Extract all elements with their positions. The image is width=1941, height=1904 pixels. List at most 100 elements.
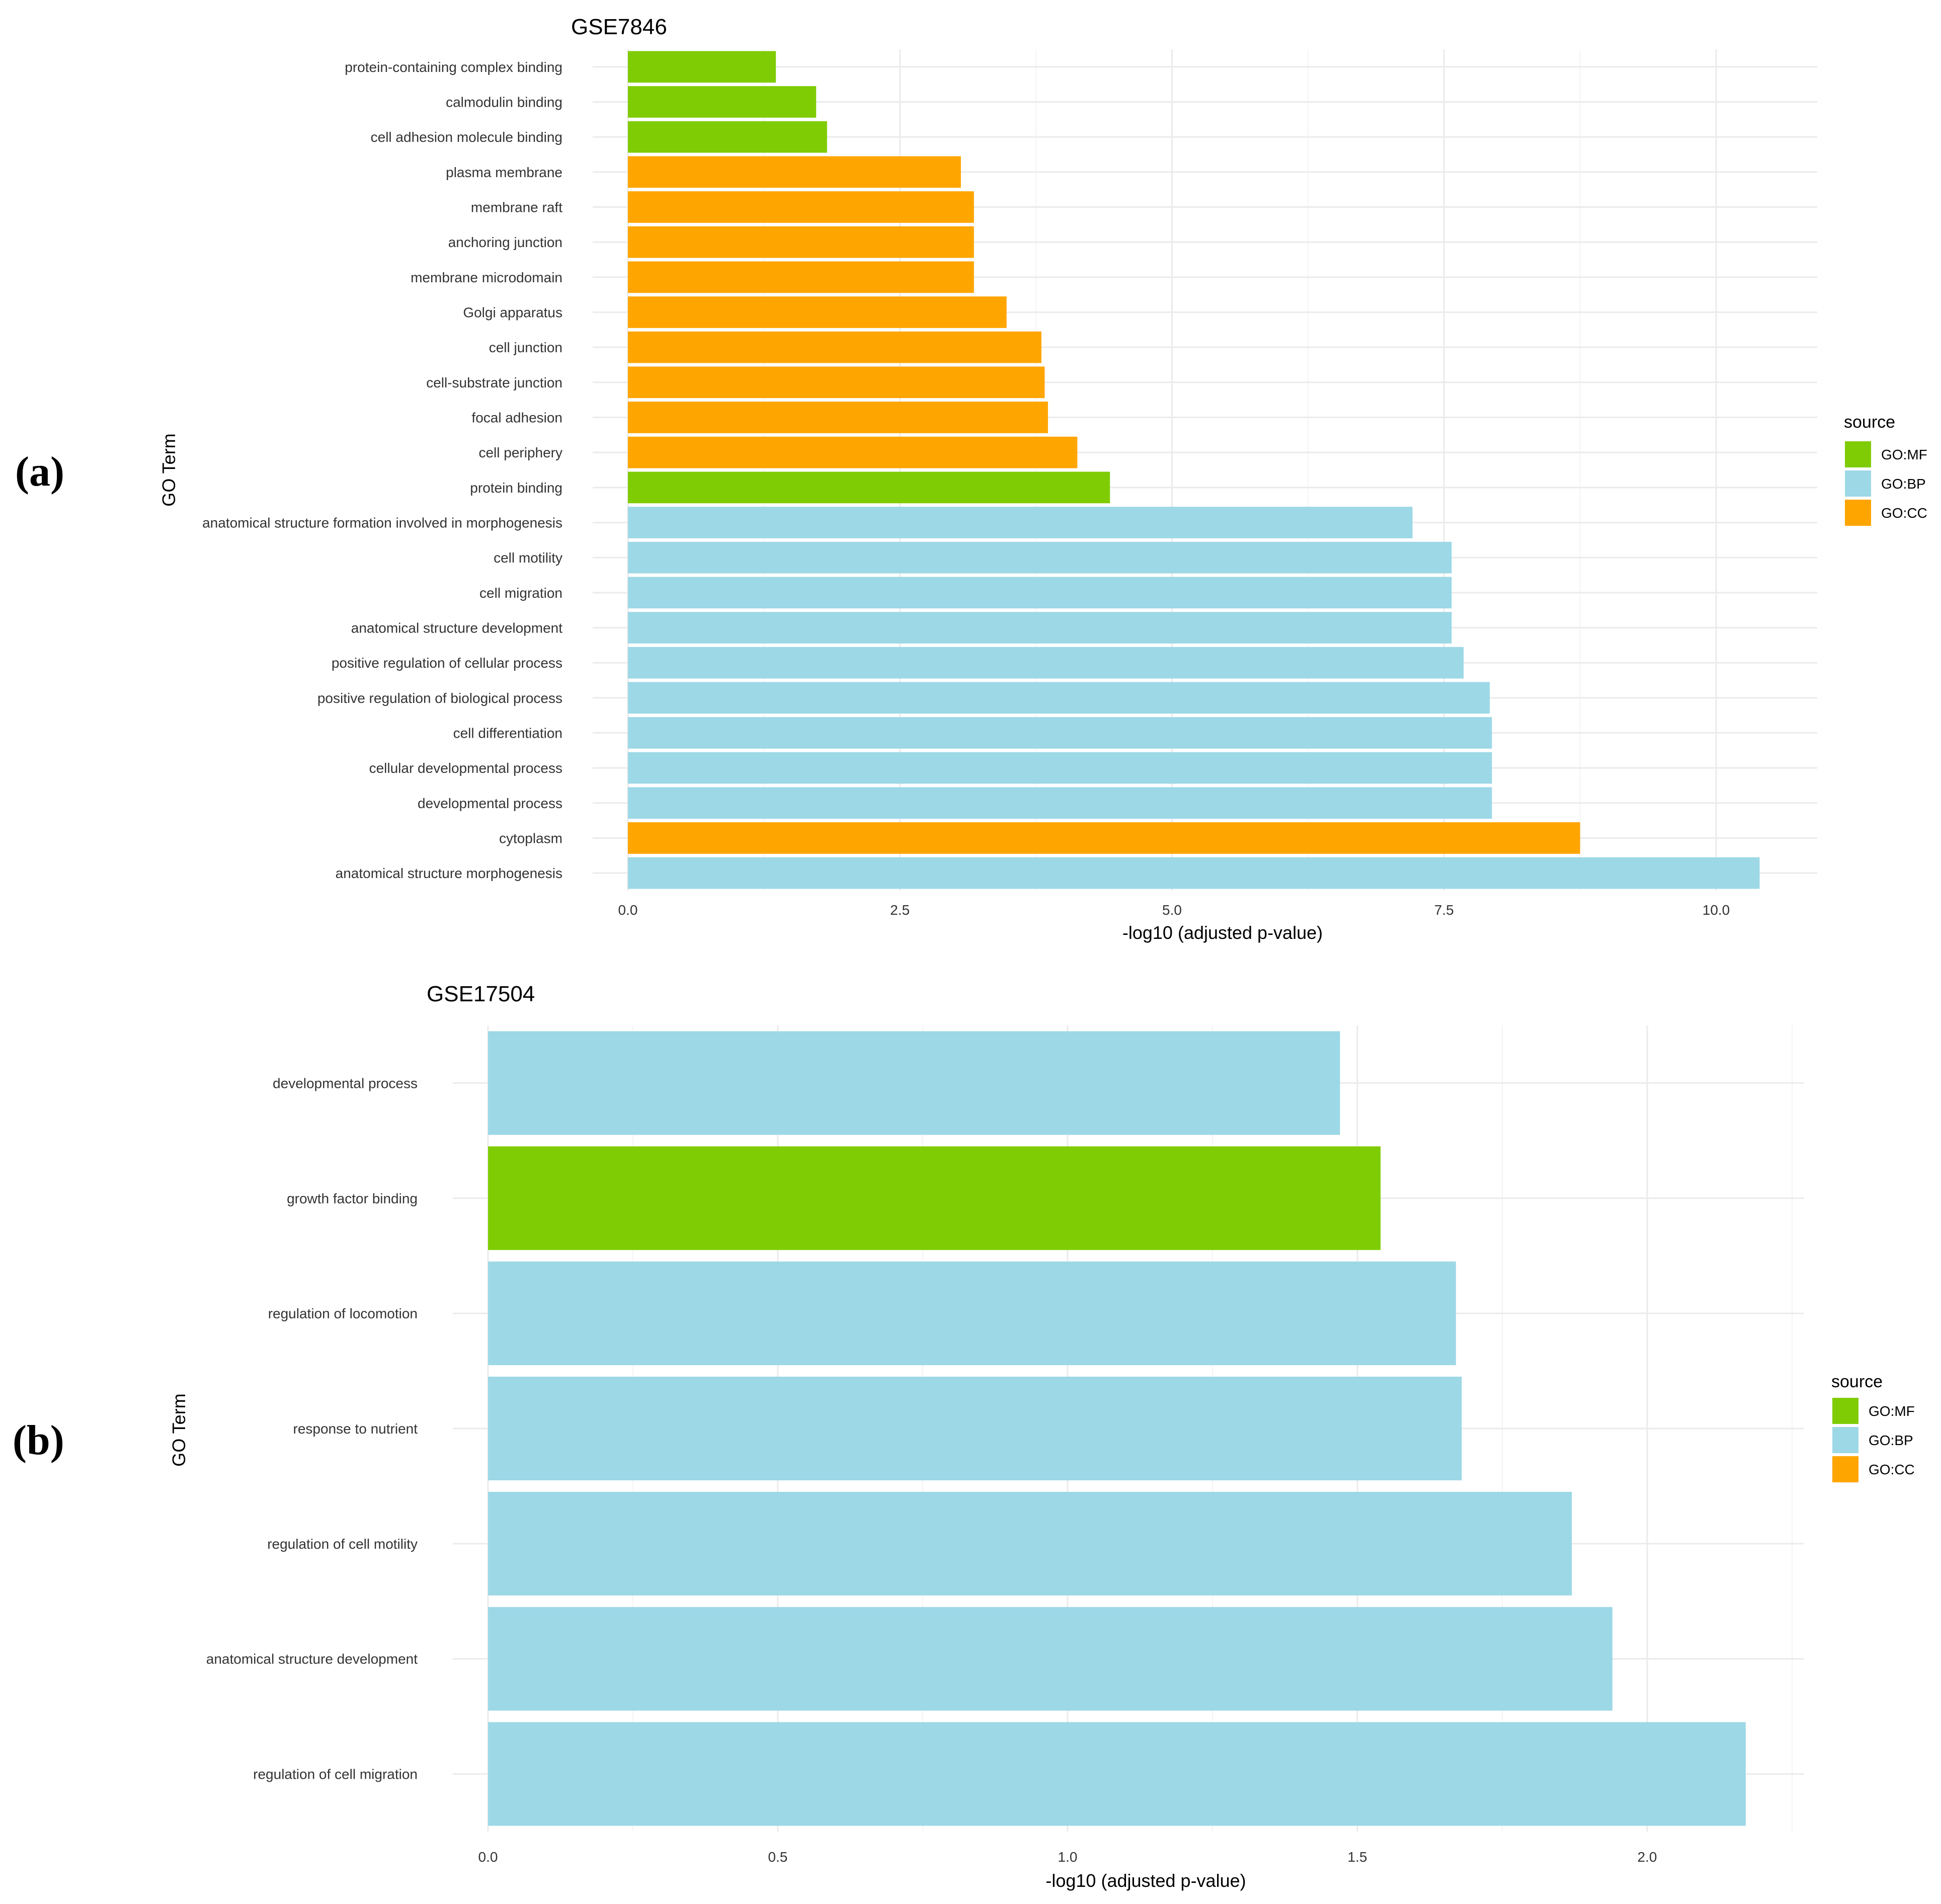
bar (628, 366, 1045, 399)
y-tick-label: anatomical structure morphogenesis (336, 865, 562, 881)
chart-title: GSE17504 (427, 982, 535, 1006)
y-tick-label: positive regulation of cellular process (332, 655, 562, 671)
x-tick-label: 2.5 (890, 902, 910, 918)
bar (488, 1031, 1340, 1135)
x-tick-label: 0.5 (768, 1849, 788, 1865)
legend-swatch (1832, 1398, 1858, 1424)
bar (488, 1491, 1572, 1596)
x-axis-label: -log10 (adjusted p-value) (1045, 1870, 1246, 1891)
y-tick-label: cell migration (479, 585, 562, 601)
bar (628, 612, 1452, 644)
bar (628, 121, 827, 153)
bar (628, 577, 1452, 609)
bar (628, 507, 1413, 538)
bar (488, 1261, 1456, 1366)
legend-swatch (1845, 441, 1871, 467)
y-tick-label: protein-containing complex binding (345, 59, 562, 75)
chart-panel-a: (a) anatomical structure morphogenesis cyt… (15, 15, 1927, 943)
x-tick-label: 1.5 (1348, 1849, 1367, 1865)
legend: source GO:MF GO:BP GO:CC (1831, 1372, 1915, 1482)
bar (628, 787, 1492, 819)
panel-label: (a) (15, 448, 64, 495)
y-tick-label: membrane microdomain (411, 270, 562, 285)
bar (488, 1607, 1612, 1711)
y-tick-label: calmodulin binding (446, 95, 562, 110)
legend-title: source (1844, 413, 1895, 432)
legend: source GO:MF GO:BP GO:CC (1844, 413, 1927, 526)
legend-title: source (1831, 1372, 1883, 1391)
chart-title: GSE7846 (571, 15, 667, 39)
bar (628, 331, 1041, 363)
bar (628, 86, 817, 118)
y-tick-label: regulation of locomotion (268, 1306, 418, 1321)
y-tick-label: cell periphery (478, 445, 562, 460)
x-tick-label: 0.0 (478, 1849, 498, 1865)
legend-label: GO:MF (1869, 1403, 1915, 1419)
legend-swatch (1832, 1456, 1858, 1482)
bar (628, 402, 1048, 433)
bar (628, 857, 1760, 889)
bar (628, 226, 974, 258)
bar (628, 682, 1490, 714)
legend-label: GO:MF (1881, 447, 1927, 462)
y-tick-label: cell differentiation (453, 726, 562, 741)
y-tick-label: cell junction (489, 340, 562, 355)
x-tick-labels: 0.0 0.5 1.0 1.5 2.0 (478, 1849, 1657, 1865)
bars (628, 51, 1760, 889)
bar (628, 541, 1452, 574)
bar (628, 51, 776, 83)
bar (628, 471, 1110, 504)
bar (628, 191, 974, 223)
y-tick-labels: regulation of cell migration anatomical s… (206, 1075, 418, 1782)
y-tick-label: cell adhesion molecule binding (371, 129, 562, 145)
y-tick-label: positive regulation of biological proces… (317, 690, 562, 706)
bar (488, 1377, 1462, 1480)
bar (628, 261, 974, 293)
y-tick-label: developmental process (273, 1075, 418, 1091)
bar (628, 296, 1007, 328)
y-tick-label: anatomical structure development (206, 1651, 418, 1667)
y-tick-label: plasma membrane (446, 165, 562, 180)
bar (628, 156, 961, 188)
y-tick-label: regulation of cell motility (267, 1536, 418, 1552)
x-tick-label: 0.0 (618, 902, 638, 918)
bar (628, 752, 1492, 784)
x-tick-label: 7.5 (1434, 902, 1454, 918)
bar (488, 1722, 1746, 1826)
legend-swatch (1832, 1427, 1858, 1453)
x-tick-label: 5.0 (1162, 902, 1182, 918)
y-tick-label: membrane raft (471, 200, 562, 215)
y-tick-label: anatomical structure formation involved … (202, 515, 562, 531)
x-tick-labels: 0.0 2.5 5.0 7.5 10.0 (618, 902, 1730, 918)
x-tick-label: 1.0 (1058, 1849, 1078, 1865)
y-tick-label: cell-substrate junction (426, 375, 562, 390)
y-tick-label: regulation of cell migration (253, 1767, 418, 1782)
y-tick-label: cellular developmental process (369, 760, 562, 776)
y-tick-label: focal adhesion (471, 410, 562, 426)
y-tick-labels: anatomical structure morphogenesis cytopl… (202, 59, 562, 881)
y-tick-label: growth factor binding (287, 1191, 418, 1206)
chart-panel-b: (b) regulation of cell migration anatomica… (13, 982, 1915, 1891)
legend-swatch (1845, 470, 1871, 497)
bar (628, 717, 1492, 749)
y-tick-label: cell motility (494, 550, 562, 566)
legend-label: GO:BP (1881, 476, 1926, 492)
panel-label: (b) (13, 1417, 64, 1464)
y-tick-label: response to nutrient (293, 1421, 418, 1437)
bar (488, 1146, 1381, 1250)
y-tick-label: cytoplasm (499, 831, 562, 846)
y-tick-label: developmental process (418, 796, 562, 811)
bar (628, 822, 1580, 854)
y-tick-label: anatomical structure development (351, 620, 562, 636)
bars (488, 1031, 1746, 1826)
legend-label: GO:CC (1869, 1462, 1915, 1477)
legend-label: GO:CC (1881, 505, 1927, 521)
x-axis-label: -log10 (adjusted p-value) (1122, 922, 1323, 943)
x-tick-label: 10.0 (1703, 902, 1730, 918)
y-axis-label: GO Term (158, 433, 179, 506)
legend-label: GO:BP (1869, 1433, 1913, 1448)
y-tick-label: Golgi apparatus (463, 305, 562, 321)
y-axis-label: GO Term (169, 1393, 189, 1466)
y-tick-label: protein binding (470, 480, 562, 496)
